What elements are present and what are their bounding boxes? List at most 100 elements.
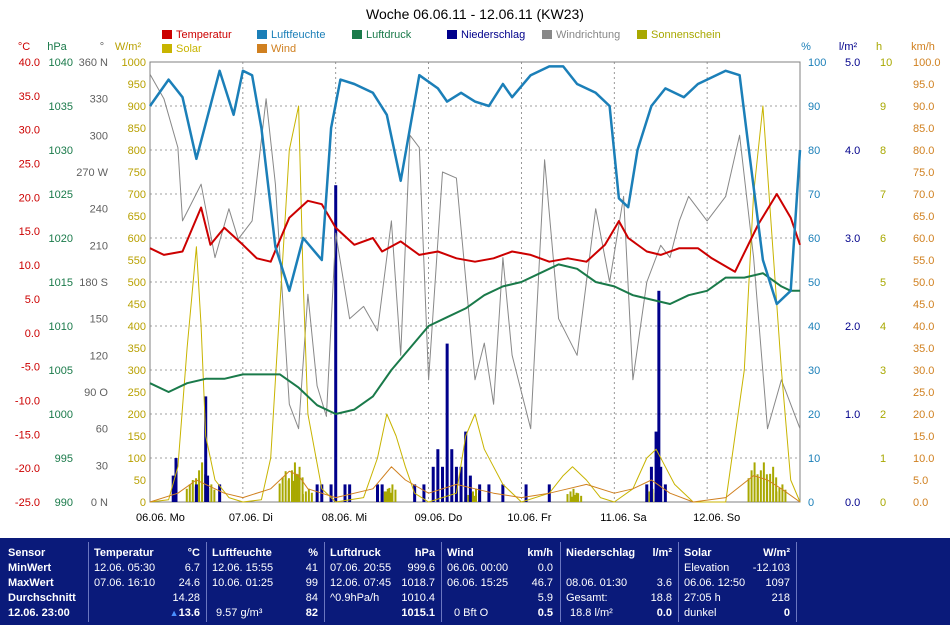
axis-tick-label: 15.0 <box>19 226 40 238</box>
axis-tick-label: 100 <box>808 57 826 69</box>
pressure-max-time: 12.06. 07:45 <box>330 577 392 589</box>
sunshine-bar <box>394 489 397 502</box>
axis-tick-label: 85.0 <box>913 123 934 135</box>
axis-tick-label: 30 <box>96 460 108 472</box>
weather-chart: Woche 06.06.11 - 12.06.11 (KW23) Tempera… <box>15 6 941 524</box>
axis-tick-label: 3.0 <box>845 233 860 245</box>
sunshine-bar <box>772 466 775 502</box>
axis-tick-label: 210 <box>90 240 108 252</box>
wind-beaufort: 0 Bft O <box>454 607 489 619</box>
sunshine-bar <box>198 470 201 502</box>
humidity-min-value: 41 <box>305 562 318 574</box>
axis-tick-label: 650 <box>128 211 146 223</box>
axis-tick-label: 750 <box>128 167 146 179</box>
avg-row-label: Durchschnitt <box>8 592 76 604</box>
sunshine-bar <box>781 484 784 502</box>
axis-tick-label: 330 <box>90 94 108 106</box>
axis-tick-label: 60.0 <box>913 233 934 245</box>
solar-current: 0 <box>783 607 790 619</box>
sunshine-bar <box>292 480 295 502</box>
rain-header: Niederschlag <box>566 547 636 559</box>
legend-swatch <box>637 30 647 39</box>
axis-tick-label: 75.0 <box>913 167 934 179</box>
axis-tick-label: 50 <box>808 277 820 289</box>
rain-unit: l/m² <box>652 547 672 559</box>
axis-tick-label: 8 <box>880 145 886 157</box>
rain-bar <box>501 484 505 502</box>
divider <box>560 542 561 622</box>
sunshine-bar <box>278 483 281 502</box>
rain-bar <box>431 466 435 502</box>
axis-tick-label: 120 <box>90 350 108 362</box>
humidity-average: 84 <box>305 592 318 604</box>
legend-label: Luftfeuchte <box>271 29 325 41</box>
rain-bar <box>315 484 319 502</box>
humidity-unit: % <box>308 547 318 559</box>
rain-bar <box>376 484 379 502</box>
axis-tick-label: 400 <box>128 321 146 333</box>
humidity-header: Luftfeuchte <box>212 547 272 559</box>
legend-swatch <box>542 30 552 39</box>
sunshine-bar <box>571 496 574 502</box>
rain-bar <box>174 458 178 502</box>
rain-bar <box>657 290 661 502</box>
axis-tick-label: 3 <box>880 365 886 377</box>
sunshine-bar <box>304 491 307 502</box>
axis-unit-label: °C <box>18 41 30 53</box>
axis-tick-label: 850 <box>128 123 146 135</box>
axis-tick-label: 1 <box>880 453 886 465</box>
axis-tick-label: 2 <box>880 409 886 421</box>
rain-total: 18.8 <box>650 592 672 604</box>
axis-unit-label: % <box>801 41 811 53</box>
axis-tick-label: 1020 <box>49 233 73 245</box>
rain-bar <box>649 466 653 502</box>
axis-tick-label: 995 <box>55 453 73 465</box>
rain-bar <box>436 449 440 502</box>
sunshine-bar <box>775 477 778 502</box>
legend: Temperatur Luftfeuchte Luftdruck Niederschl… <box>162 29 721 55</box>
axis-tick-label: 65.0 <box>913 211 934 223</box>
axis-tick-label: 300 <box>128 365 146 377</box>
sunshine-bar <box>301 494 304 502</box>
legend-label: Sonnenschein <box>651 29 721 41</box>
sunshine-bar <box>290 470 293 502</box>
rain-bar <box>329 484 333 502</box>
sunshine-bar <box>295 473 298 502</box>
axis-tick-label: 25.0 <box>913 387 934 399</box>
sunshine-bar <box>577 493 580 502</box>
axis-tick-label: 150 <box>90 314 108 326</box>
axis-tick-label: 55.0 <box>913 255 934 267</box>
axis-tick-label: 95.0 <box>913 79 934 91</box>
axis-tick-label: 150 <box>128 431 146 443</box>
sunshine-bar <box>307 488 310 502</box>
axis-tick-label: 50.0 <box>913 277 934 289</box>
day-label: 11.06. Sa <box>600 512 647 524</box>
sunshine-bar <box>383 491 386 502</box>
temp-max-value: 24.6 <box>178 577 200 589</box>
axis-tick-label: 7 <box>880 189 886 201</box>
axis-tick-label: 10 <box>880 57 892 69</box>
axis-tick-label: 0.0 <box>25 328 40 340</box>
pressure-max-value: 1018.7 <box>401 577 435 589</box>
sunshine-bar <box>284 471 287 502</box>
axis-tick-label: 1035 <box>49 101 73 113</box>
sunshine-bar <box>287 478 290 502</box>
sunshine-bar <box>572 488 575 502</box>
sunshine-bar <box>185 488 188 502</box>
axis-tick-label: 30.0 <box>913 365 934 377</box>
humidity-min-time: 12.06. 15:55 <box>212 562 274 574</box>
series-line <box>149 263 800 415</box>
sunshine-bar <box>310 492 313 502</box>
temp-average: 14.28 <box>172 592 200 604</box>
sunshine-bar <box>756 478 759 502</box>
axis-tick-label: 40 <box>808 321 820 333</box>
elevation-value: -12.103 <box>752 562 790 574</box>
axis-unit-label: W/m² <box>115 41 142 53</box>
legend-swatch <box>257 30 267 39</box>
axes: 40.035.030.025.020.015.010.05.00.0-5.0-1… <box>15 41 941 509</box>
sunshine-bar <box>389 492 392 502</box>
axis-tick-label: 20.0 <box>19 192 40 204</box>
divider <box>88 542 89 622</box>
sunshine-bar <box>391 484 394 502</box>
axis-tick-label: 20 <box>808 409 820 421</box>
